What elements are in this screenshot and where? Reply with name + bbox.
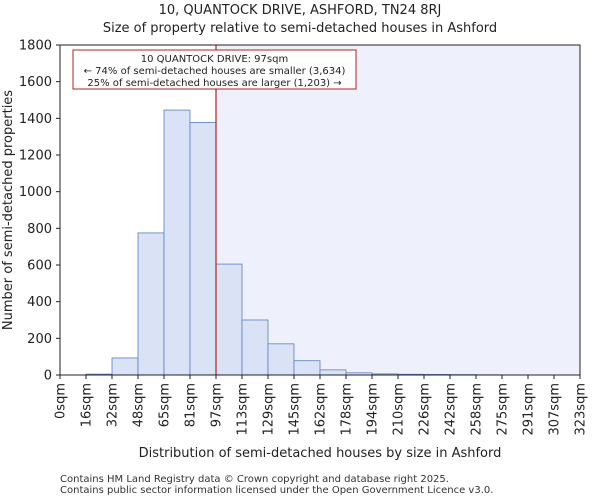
y-tick-label: 600	[27, 259, 52, 274]
footer-licence: Contains public sector information licen…	[60, 485, 494, 496]
y-tick-label: 400	[27, 295, 52, 310]
bar-162sqm	[319, 369, 347, 376]
x-tick-label: 194sqm	[366, 383, 381, 436]
x-tick-label: 323sqm	[574, 383, 589, 436]
y-tick-label: 800	[27, 222, 52, 237]
x-tick-label: 291sqm	[522, 383, 537, 436]
annotation-box: 10 QUANTOCK DRIVE: 97sqm ← 74% of semi-d…	[72, 49, 357, 90]
y-axis: 0 200 400 600 800 1000 1200 1400 1600 1800	[19, 39, 60, 384]
bar-113sqm	[241, 319, 269, 376]
bar-65sqm	[163, 109, 191, 376]
x-tick-label: 162sqm	[314, 383, 329, 436]
x-tick-label: 65sqm	[158, 383, 173, 427]
x-tick-label: 307sqm	[548, 383, 563, 436]
x-tick-label: 48sqm	[132, 383, 147, 427]
footer-copyright: Contains HM Land Registry data © Crown c…	[60, 474, 449, 485]
annotation-line-2: ← 74% of semi-detached houses are smalle…	[84, 66, 346, 77]
y-tick-label: 0	[44, 369, 52, 384]
x-tick-label: 0sqm	[54, 383, 69, 419]
y-tick-label: 1000	[19, 185, 52, 200]
x-tick-label: 113sqm	[236, 383, 251, 436]
x-tick-label: 81sqm	[184, 383, 199, 427]
bar-81sqm	[189, 121, 217, 376]
y-tick-label: 1200	[19, 149, 52, 164]
bar-97sqm	[215, 263, 243, 376]
larger-region-highlight	[216, 45, 580, 375]
x-tick-label: 16sqm	[80, 383, 95, 427]
y-axis-label: Number of semi-detached properties	[1, 90, 16, 330]
x-axis-label: Distribution of semi-detached houses by …	[139, 446, 502, 461]
x-tick-label: 210sqm	[392, 383, 407, 436]
x-tick-label: 97sqm	[210, 383, 225, 427]
x-tick-label: 129sqm	[262, 383, 277, 436]
bar-48sqm	[137, 232, 165, 376]
x-tick-label: 145sqm	[288, 383, 303, 436]
annotation-line-1: 10 QUANTOCK DRIVE: 97sqm	[141, 54, 288, 65]
annotation-line-3: 25% of semi-detached houses are larger (…	[87, 78, 341, 89]
x-tick-label: 226sqm	[418, 383, 433, 436]
y-tick-label: 200	[27, 332, 52, 347]
x-tick-label: 275sqm	[496, 383, 511, 436]
chart-subtitle: Size of property relative to semi-detach…	[102, 21, 498, 36]
y-tick-label: 1600	[19, 75, 52, 90]
x-tick-label: 32sqm	[106, 383, 121, 427]
x-axis: 0sqm 16sqm 32sqm 48sqm 65sqm 81sqm 97sqm 113sqm…	[54, 375, 589, 436]
x-tick-label: 258sqm	[470, 383, 485, 436]
x-tick-label: 178sqm	[340, 383, 355, 436]
bars-group	[85, 109, 503, 376]
y-tick-label: 1800	[19, 39, 52, 54]
bar-32sqm	[111, 357, 139, 376]
bar-129sqm	[267, 343, 295, 376]
x-tick-label: 242sqm	[444, 383, 459, 436]
chart-title: 10, QUANTOCK DRIVE, ASHFORD, TN24 8RJ	[158, 3, 442, 18]
bar-145sqm	[293, 360, 321, 376]
y-tick-label: 1400	[19, 112, 52, 127]
